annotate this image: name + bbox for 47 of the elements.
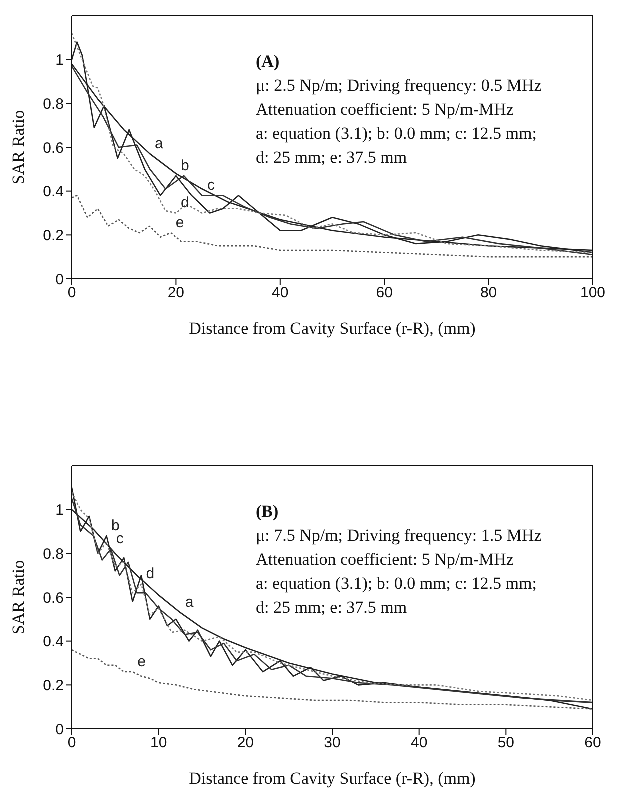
x-tick-label: 10 [150, 734, 168, 752]
annotation: Attenuation coefficient: 5 Np/m-MHz [256, 549, 515, 571]
x-tick-label: 20 [237, 734, 254, 752]
x-axis-title: Distance from Cavity Surface (r-R), (mm) [189, 319, 476, 338]
annotation: e [138, 653, 146, 670]
annotation: c [208, 177, 216, 194]
y-tick-label: 0.2 [43, 227, 64, 244]
y-tick-label: 0 [56, 721, 64, 738]
x-tick-label: 100 [580, 284, 606, 302]
annotation: b [181, 157, 190, 174]
annotation: Attenuation coefficient: 5 Np/m-MHz [256, 99, 515, 121]
x-tick-label: 60 [584, 734, 602, 752]
annotation: a: equation (3.1); b: 0.0 mm; c: 12.5 mm; [256, 123, 538, 145]
annotation: d: 25 mm; e: 37.5 mm [256, 147, 408, 169]
annotation: a [154, 135, 164, 152]
y-tick-label: 0.4 [43, 634, 64, 651]
y-tick-label: 0.6 [43, 140, 64, 157]
x-tick-label: 30 [324, 734, 341, 752]
y-axis-title: SAR Ratio [9, 560, 28, 635]
annotation: a [185, 594, 194, 612]
annotation: (B) [256, 501, 280, 523]
x-tick-label: 0 [68, 734, 76, 752]
annotation: d [181, 194, 190, 212]
x-tick-label: 40 [410, 734, 428, 752]
y-tick-label: 1 [56, 502, 64, 520]
x-tick-label: 60 [376, 284, 393, 302]
y-tick-label: 0.6 [43, 590, 64, 607]
annotation: d [146, 566, 155, 583]
y-tick-label: 0.8 [43, 546, 64, 563]
annotation: a: equation (3.1); b: 0.0 mm; c: 12.5 mm; [256, 573, 538, 595]
x-tick-label: 40 [272, 284, 289, 302]
annotation: μ: 7.5 Np/m; Driving frequency: 1.5 MHz [256, 525, 542, 547]
x-tick-label: 20 [168, 284, 185, 302]
y-tick-label: 0.4 [43, 184, 64, 201]
x-tick-label: 0 [68, 284, 76, 302]
y-tick-label: 0.8 [43, 96, 64, 113]
annotation: d: 25 mm; e: 37.5 mm [256, 597, 408, 619]
y-tick-label: 0 [56, 271, 64, 288]
x-tick-label: 80 [480, 284, 498, 302]
y-axis-title: SAR Ratio [9, 110, 28, 185]
annotation: e [176, 214, 184, 232]
annotation: μ: 2.5 Np/m; Driving frequency: 0.5 MHz [256, 75, 542, 97]
x-tick-label: 50 [498, 734, 515, 752]
y-tick-label: 1 [56, 52, 64, 70]
y-tick-label: 0.2 [43, 677, 64, 694]
x-axis-title: Distance from Cavity Surface (r-R), (mm) [189, 769, 476, 788]
annotation: (A) [256, 51, 281, 73]
